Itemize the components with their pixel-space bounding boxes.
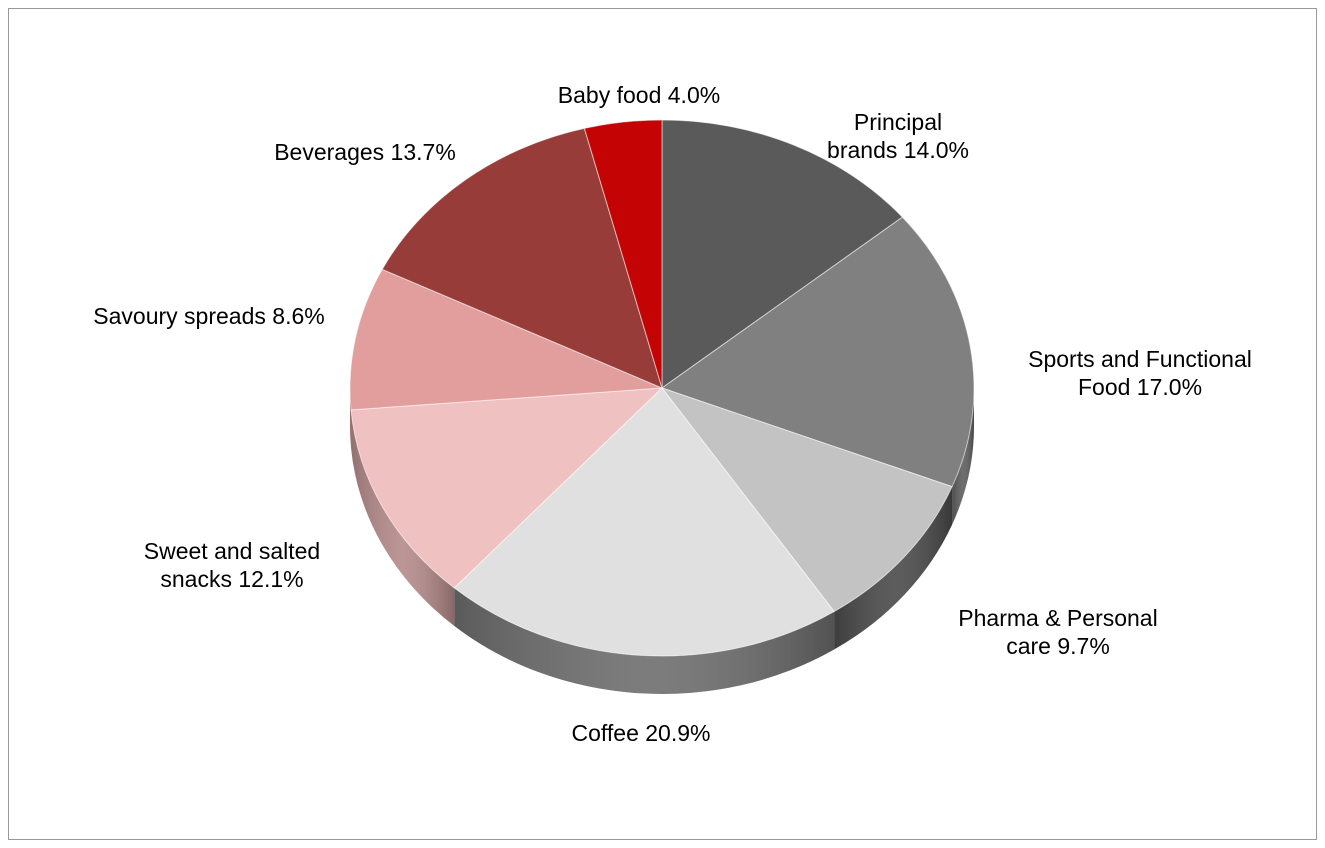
slice-label-principal-brands: Principal brands 14.0%	[827, 109, 969, 163]
pie-slice-savoury-spreads[interactable]	[349, 268, 663, 411]
slice-label-line: Savoury spreads 8.6%	[93, 303, 324, 329]
pie-slice-beverages[interactable]	[381, 127, 663, 389]
slice-label-beverages: Beverages 13.7%	[274, 139, 456, 165]
slice-label-coffee: Coffee 20.9%	[572, 720, 711, 746]
slice-label-baby-food: Baby food 4.0%	[558, 82, 720, 108]
pie-slice-baby-food[interactable]	[583, 119, 663, 389]
pie-slice-pharma-and-personal-care[interactable]	[660, 386, 953, 613]
slice-label-line: snacks 12.1%	[160, 566, 303, 592]
pie-side-shade-coffee	[454, 587, 835, 694]
slice-label-line: brands 14.0%	[827, 137, 969, 163]
pie-side-shade-sweet-and-salted-snacks	[351, 409, 455, 626]
pie-slice-principal-brands[interactable]	[661, 119, 904, 389]
pie-slice-sports-and-functional-food[interactable]	[660, 216, 975, 488]
slice-label-sweet-and-salted-snacks: Sweet and salted snacks 12.1%	[144, 538, 320, 592]
pie-slice-sweet-and-salted-snacks[interactable]	[350, 387, 664, 589]
pie-slice-coffee[interactable]	[453, 387, 835, 657]
slice-label-line: Sweet and salted	[144, 538, 320, 564]
slice-label-savoury-spreads: Savoury spreads 8.6%	[93, 303, 324, 329]
slice-label-pharma-and-personal-care: Pharma & Personal care 9.7%	[958, 605, 1157, 659]
pie-slices	[349, 119, 975, 657]
slice-label-line: care 9.7%	[1006, 633, 1110, 659]
pie-labels: Principal brands 14.0% Sports and Function…	[93, 82, 1252, 746]
pie-side-shade-sports-and-functional-food	[952, 388, 974, 525]
slice-label-line: Coffee 20.9%	[572, 720, 711, 746]
slice-label-line: Beverages 13.7%	[274, 139, 456, 165]
slice-label-line: Baby food 4.0%	[558, 82, 720, 108]
slice-label-sports-and-functional-food: Sports and Functional Food 17.0%	[1028, 346, 1252, 400]
slice-label-line: Principal	[854, 109, 942, 135]
slice-label-line: Food 17.0%	[1078, 374, 1202, 400]
slice-label-line: Sports and Functional	[1028, 346, 1252, 372]
slice-label-line: Pharma & Personal	[958, 605, 1157, 631]
